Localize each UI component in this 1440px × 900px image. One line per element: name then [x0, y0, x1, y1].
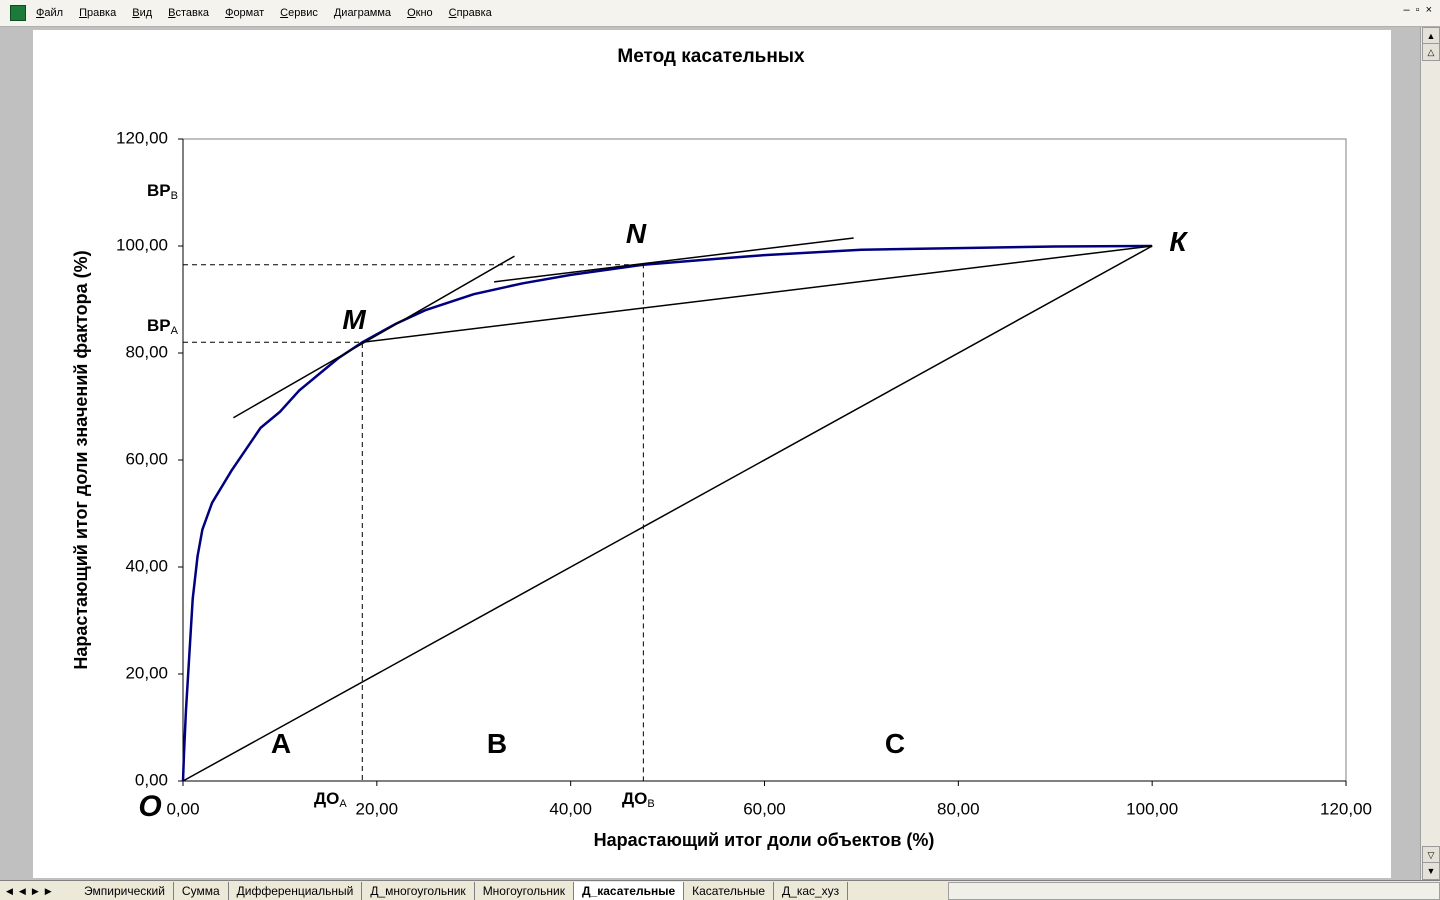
- annotation-text: ДО: [622, 789, 647, 808]
- y-tick-label: 100,00: [116, 235, 168, 254]
- x-tick-label: 40,00: [549, 799, 592, 818]
- annotation: C: [885, 728, 905, 759]
- annotation: N: [626, 218, 647, 249]
- annotation-subscript: А: [339, 798, 347, 810]
- window-buttons: – ▫ ×: [1404, 4, 1432, 16]
- scroll-down[interactable]: ▼: [1422, 862, 1440, 880]
- sheet-tabs: ◀◀▶▶ Эмпирический Сумма Дифференциальный Д_…: [0, 880, 1440, 900]
- sheet-tab[interactable]: Дифференциальный: [228, 882, 363, 900]
- menu-item[interactable]: Окно: [407, 7, 433, 19]
- app-icon: [10, 5, 26, 21]
- sheet-tab[interactable]: Касательные: [684, 882, 775, 900]
- series-line: [183, 341, 363, 781]
- annotation-subscript: В: [171, 190, 178, 202]
- scroll-up-page[interactable]: △: [1422, 43, 1440, 61]
- annotation: ДОВ: [622, 789, 655, 809]
- chart-title: Метод касательных: [617, 46, 805, 67]
- sheet-tab[interactable]: Д_многоугольник: [362, 882, 475, 900]
- chart: Метод касательных Нарастающий итог доли …: [33, 30, 1391, 878]
- y-tick-label: 60,00: [125, 449, 168, 468]
- annotation-text: ДО: [314, 789, 339, 808]
- annotation-subscript: А: [171, 325, 179, 337]
- annotation: ДОА: [314, 789, 347, 809]
- x-tick-label: 20,00: [356, 799, 399, 818]
- sheet-tab[interactable]: Многоугольник: [474, 882, 574, 900]
- menu-item[interactable]: Вид: [132, 7, 153, 19]
- annotation: O: [138, 790, 161, 823]
- series-line: [233, 255, 515, 419]
- x-tick-label: 80,00: [937, 799, 980, 818]
- menu-item[interactable]: Формат: [225, 7, 265, 19]
- minimize-button[interactable]: –: [1403, 4, 1410, 16]
- annotation-text: A: [271, 728, 291, 759]
- annotation-text: N: [626, 218, 647, 249]
- y-tick-label: 0,00: [135, 770, 168, 789]
- close-button[interactable]: ×: [1425, 4, 1432, 16]
- x-tick-label: 120,00: [1320, 799, 1372, 818]
- sheet-tab[interactable]: Д_касательные: [574, 882, 685, 900]
- x-tick-label: 0,00: [166, 799, 199, 818]
- x-tick-label: 100,00: [1126, 799, 1178, 818]
- y-tick-label: 80,00: [125, 342, 168, 361]
- annotation-text: ВР: [147, 181, 171, 200]
- y-tick-label: 120,00: [116, 128, 168, 147]
- series-line: [494, 237, 854, 283]
- annotation-text: M: [342, 304, 366, 335]
- annotation-text: C: [885, 728, 905, 759]
- sheet-tab[interactable]: Д_кас_хуз: [774, 882, 849, 900]
- menu-item[interactable]: Справка: [448, 7, 492, 19]
- menu-bar: Файл Правка Вид Вставка Формат Сервис Диаграмм…: [0, 0, 1440, 27]
- annotation: M: [342, 304, 366, 335]
- sheet-tab[interactable]: Эмпирический: [76, 882, 174, 900]
- tab-navigation[interactable]: ◀◀▶▶: [6, 885, 58, 896]
- y-tick-label: 20,00: [125, 663, 168, 682]
- sheet-tab[interactable]: Сумма: [173, 882, 229, 900]
- menu-item[interactable]: Файл: [36, 7, 64, 19]
- y-axis-label: Нарастающий итог доли значений фактора (…: [71, 250, 91, 669]
- vertical-scrollbar[interactable]: ▲ △ ▽ ▼: [1420, 27, 1440, 880]
- series-line: [183, 264, 644, 781]
- annotation: К: [1169, 226, 1188, 257]
- chart-area: [33, 30, 1391, 878]
- annotation-subscript: В: [647, 798, 654, 810]
- annotation: A: [271, 728, 291, 759]
- annotation-text: O: [138, 790, 161, 823]
- menu-item[interactable]: Сервис: [280, 7, 318, 19]
- series-line: [182, 245, 1153, 782]
- annotation-text: К: [1169, 226, 1188, 257]
- annotation: ВРА: [147, 316, 179, 336]
- series-line: [181, 244, 1153, 782]
- x-tick-label: 60,00: [743, 799, 786, 818]
- menu-item[interactable]: Правка: [79, 7, 117, 19]
- annotation: B: [487, 728, 507, 759]
- annotation: ВРВ: [147, 181, 178, 201]
- annotation-text: B: [487, 728, 507, 759]
- menu-item[interactable]: Вставка: [168, 7, 210, 19]
- horizontal-scrollbar[interactable]: [948, 882, 1440, 900]
- annotation-text: ВР: [147, 316, 171, 335]
- y-tick-label: 40,00: [125, 556, 168, 575]
- x-axis-label: Нарастающий итог доли объектов (%): [594, 830, 935, 850]
- restore-button[interactable]: ▫: [1415, 4, 1420, 16]
- series-line: [362, 245, 1153, 344]
- menu-item[interactable]: Диаграмма: [333, 7, 392, 19]
